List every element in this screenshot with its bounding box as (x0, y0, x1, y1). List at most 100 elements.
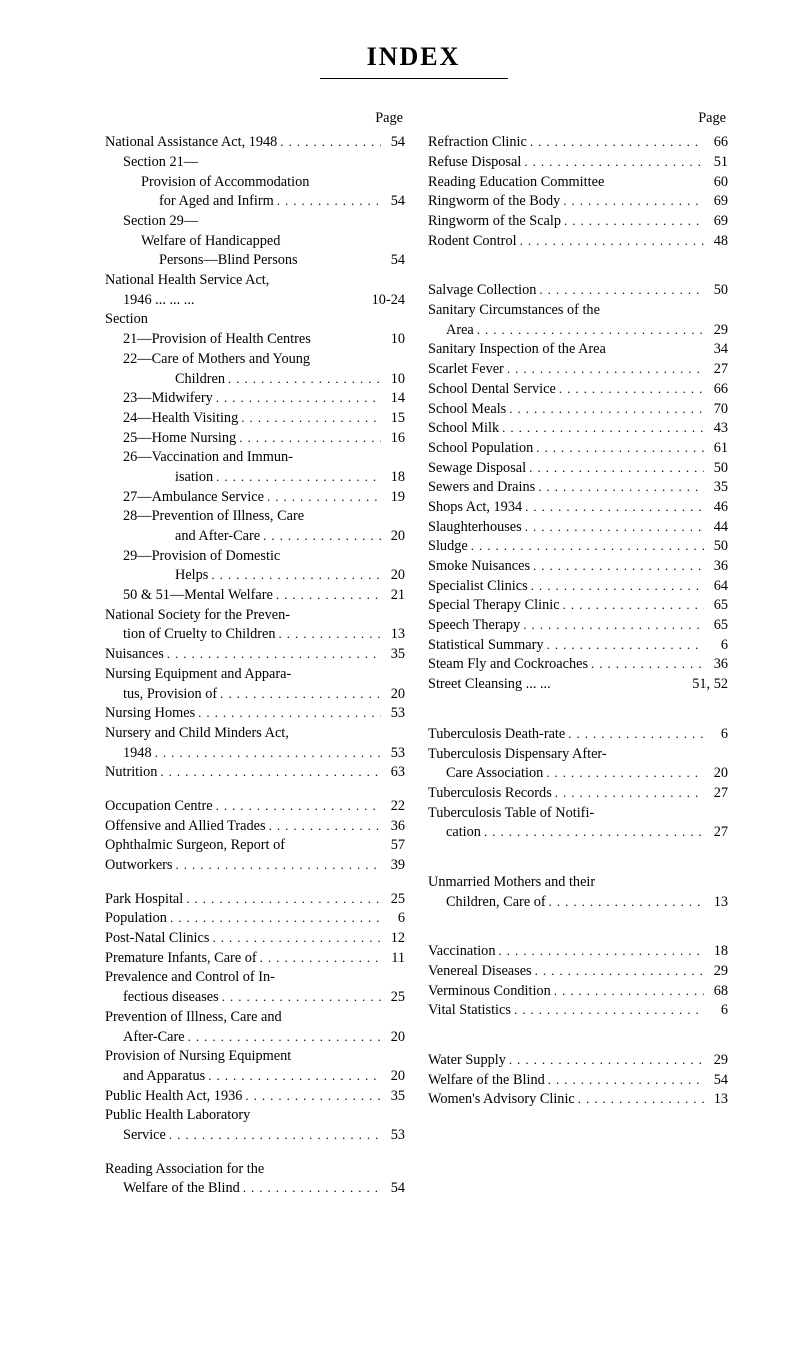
entry-page: 63 (381, 763, 405, 781)
entry-page: 15 (381, 409, 405, 427)
entry-page: 64 (704, 577, 728, 595)
leader-dots: ........................................… (152, 745, 381, 762)
index-entry: Section 29— (105, 212, 405, 230)
gap (428, 695, 728, 725)
index-entry: Persons—Blind Persons54 (105, 251, 405, 269)
entry-page: 51 (704, 153, 728, 171)
index-entry: 29—Provision of Domestic (105, 547, 405, 565)
entry-page: 51, 52 (692, 675, 728, 693)
leader-dots: ........................................… (264, 489, 381, 506)
leader-dots: ........................................… (506, 401, 704, 418)
entry-label: Reading Association for the (105, 1160, 264, 1178)
entry-label: Speech Therapy (428, 616, 520, 634)
entry-label: Sanitary Circumstances of the (428, 301, 600, 319)
entry-page: 10-24 (372, 291, 405, 309)
entry-page: 35 (704, 478, 728, 496)
entry-page: 21 (381, 586, 405, 604)
entry-label: Public Health Laboratory (105, 1106, 250, 1124)
index-entry: Children, Care of.......................… (428, 893, 728, 911)
index-entry: Population..............................… (105, 909, 405, 927)
entry-label: Refraction Clinic (428, 133, 527, 151)
entry-page: 20 (381, 685, 405, 703)
index-entry: Welfare of the Blind....................… (105, 1179, 405, 1197)
entry-page: 46 (704, 498, 728, 516)
leader-dots: ........................................… (495, 943, 704, 960)
entry-page: 25 (381, 890, 405, 908)
entry-page: 69 (704, 212, 728, 230)
entry-label: Nutrition (105, 763, 157, 781)
entry-page: 50 (704, 537, 728, 555)
leader-dots: ........................................… (543, 765, 704, 782)
index-entry: Public Health Act, 1936.................… (105, 1087, 405, 1105)
entry-page: 54 (381, 251, 405, 269)
leader-dots: ........................................… (526, 460, 704, 477)
entry-page: 48 (704, 232, 728, 250)
leader-dots: ........................................… (474, 322, 704, 339)
index-entry: Ophthalmic Surgeon, Report of57 (105, 836, 405, 854)
index-entry: Vaccination.............................… (428, 942, 728, 960)
entry-page: 60 (704, 173, 728, 191)
index-entry: tus, Provision of.......................… (105, 685, 405, 703)
index-entry: 21—Provision of Health Centres10 (105, 330, 405, 348)
entry-page: 27 (704, 823, 728, 841)
index-entry: Specialist Clinics......................… (428, 577, 728, 595)
entry-label: Statistical Summary (428, 636, 544, 654)
index-entry: and After-Care..........................… (105, 527, 405, 545)
entry-label: Scarlet Fever (428, 360, 504, 378)
entry-page: 22 (381, 797, 405, 815)
index-entry: Unmarried Mothers and their (428, 873, 728, 891)
leader-dots: ........................................… (527, 134, 704, 151)
entry-label: 1948 (105, 744, 152, 762)
index-entry: Outworkers..............................… (105, 856, 405, 874)
entry-label: Offensive and Allied Trades (105, 817, 266, 835)
entry-label: Venereal Diseases (428, 962, 532, 980)
entry-page: 19 (381, 488, 405, 506)
leader-dots: ........................................… (166, 1127, 381, 1144)
index-entry: Statistical Summary.....................… (428, 636, 728, 654)
leader-dots: ........................................… (528, 578, 704, 595)
entry-label: School Population (428, 439, 533, 457)
index-entry: 25—Home Nursing.........................… (105, 429, 405, 447)
entry-page: 29 (704, 321, 728, 339)
entry-page: 14 (381, 389, 405, 407)
entry-label: Public Health Act, 1936 (105, 1087, 242, 1105)
index-entry: Slaughterhouses.........................… (428, 518, 728, 536)
entry-label: Service (105, 1126, 166, 1144)
gap (105, 876, 405, 890)
entry-label: Reading Education Committee (428, 173, 604, 191)
entry-label: School Meals (428, 400, 506, 418)
leader-dots: ........................................… (468, 538, 704, 555)
entry-page: 11 (381, 949, 405, 967)
entry-page: 20 (381, 1028, 405, 1046)
entry-label: 22—Care of Mothers and Young (105, 350, 310, 368)
leader-dots: ........................................… (260, 528, 381, 545)
entry-label: National Health Service Act, (105, 271, 269, 289)
entry-label: tion of Cruelty to Children (105, 625, 275, 643)
leader-dots: ........................................… (195, 705, 381, 722)
entry-label: 27—Ambulance Service (105, 488, 264, 506)
entry-page: 53 (381, 744, 405, 762)
entry-label: for Aged and Infirm (105, 192, 274, 210)
entry-label: Verminous Condition (428, 982, 551, 1000)
index-entry: Sludge..................................… (428, 537, 728, 555)
entry-page: 6 (381, 909, 405, 927)
leader-dots: ........................................… (565, 726, 704, 743)
index-entry: Smoke Nuisances.........................… (428, 557, 728, 575)
index-entry: Offensive and Allied Trades.............… (105, 817, 405, 835)
leader-dots: ........................................… (545, 1072, 704, 1089)
entry-label: Nursing Homes (105, 704, 195, 722)
gap (105, 783, 405, 797)
entry-page: 18 (381, 468, 405, 486)
leader-dots: ........................................… (164, 646, 381, 663)
index-entry: Nursing Equipment and Appara- (105, 665, 405, 683)
index-entry: 22—Care of Mothers and Young (105, 350, 405, 368)
index-entry: School Dental Service...................… (428, 380, 728, 398)
entry-label: Water Supply (428, 1051, 506, 1069)
index-entry: Refraction Clinic.......................… (428, 133, 728, 151)
index-entry: 23—Midwifery............................… (105, 389, 405, 407)
entry-page: 70 (704, 400, 728, 418)
entry-page: 12 (381, 929, 405, 947)
entry-label: Section 29— (105, 212, 198, 230)
leader-dots: ........................................… (275, 626, 381, 643)
leader-dots: ........................................… (511, 1002, 704, 1019)
